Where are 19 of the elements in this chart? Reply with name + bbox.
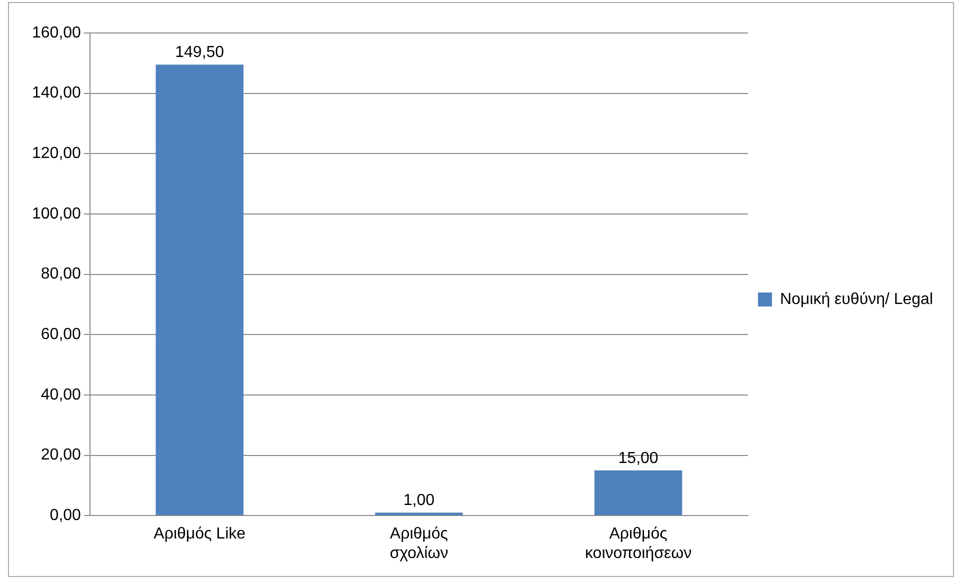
y-tick-label: 0,00 [50, 507, 82, 524]
x-tick-label: Αριθμός Like [154, 526, 246, 543]
y-tick-label: 60,00 [40, 326, 82, 344]
x-tick-label: Αριθμός κοινοποιήσεων [584, 526, 692, 562]
y-tick-label: 80,00 [40, 266, 82, 283]
bar [375, 512, 463, 516]
data-label: 1,00 [403, 492, 435, 509]
y-tick-label: 100,00 [32, 205, 82, 222]
data-label: 149,50 [175, 44, 224, 62]
bar [156, 64, 244, 516]
y-tick-label: 20,00 [40, 446, 82, 464]
y-tick-label: 140,00 [32, 84, 82, 102]
x-tick-label: Αριθμός σχολίων [390, 526, 448, 562]
data-label: 15,00 [618, 450, 658, 467]
bar [594, 470, 682, 516]
y-tick-label: 160,00 [32, 24, 82, 42]
legend-label: Νομική ευθύνη/ Legal [780, 290, 934, 308]
y-tick-label: 40,00 [40, 386, 82, 404]
y-tick-label: 120,00 [32, 145, 82, 162]
